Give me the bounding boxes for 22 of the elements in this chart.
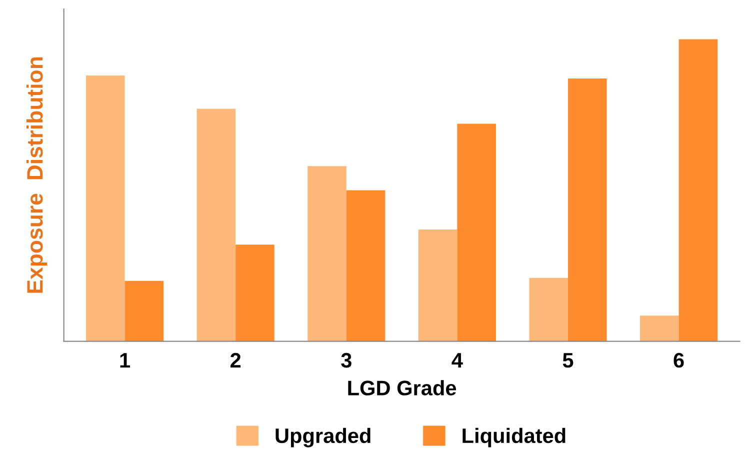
legend-label: Liquidated	[462, 428, 566, 448]
x-axis-title: LGD Grade	[348, 380, 456, 396]
x-tick-label: 1	[120, 353, 130, 368]
bar	[457, 124, 496, 342]
x-tick-label: 5	[562, 353, 574, 368]
bar	[678, 39, 718, 342]
bar	[236, 244, 274, 342]
bar	[86, 75, 125, 342]
x-tick-label: 4	[452, 353, 463, 368]
y-axis-title: Exposure Distribution	[26, 57, 48, 293]
bar	[640, 316, 679, 342]
x-tick-label: 2	[230, 352, 241, 368]
bar	[568, 78, 607, 342]
x-tick-label: 6	[674, 352, 684, 368]
bar	[346, 190, 386, 342]
bar	[308, 166, 346, 342]
bar	[196, 108, 236, 342]
x-tick-label: 3	[341, 352, 352, 368]
bar	[529, 278, 568, 342]
bar	[124, 280, 164, 342]
legend-label: Upgraded	[276, 428, 370, 448]
bar	[418, 230, 458, 342]
